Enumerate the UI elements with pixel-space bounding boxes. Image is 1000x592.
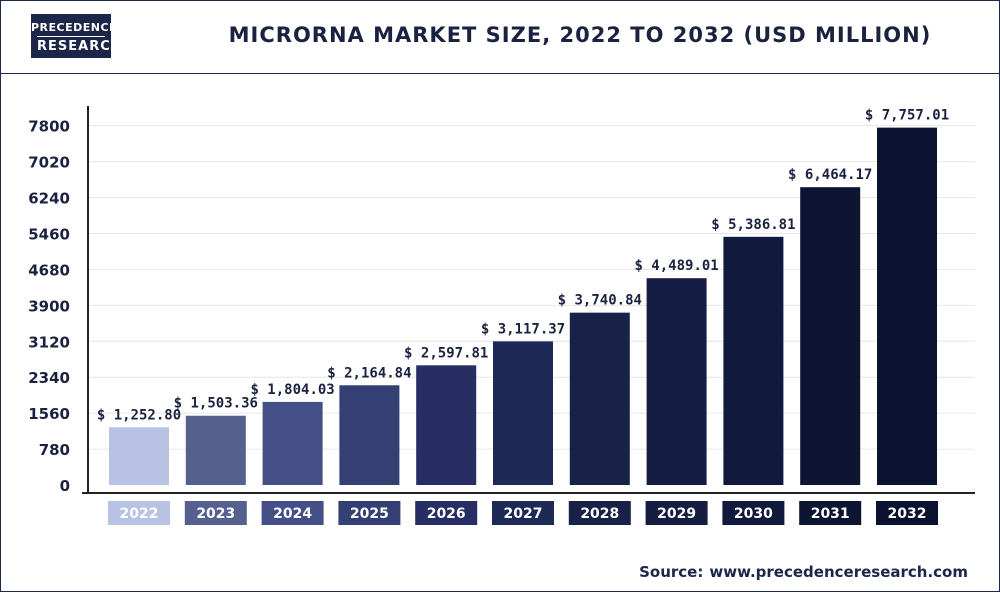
category-label-box [415, 501, 478, 525]
bar-value-label: $ 1,804.03 [250, 382, 334, 398]
x-tick-label: 2029 [657, 506, 696, 522]
bar [493, 341, 553, 485]
category-label-box [722, 501, 785, 525]
y-tick-label: 3120 [28, 333, 70, 351]
bar [569, 312, 630, 485]
y-tick-label: 2340 [28, 369, 70, 387]
x-tick-label: 2022 [120, 506, 159, 522]
y-tick-label: 3900 [28, 297, 70, 315]
bar [109, 427, 169, 485]
source-line: Source: www.precedenceresearch.com [633, 563, 968, 581]
category-label-box [568, 501, 631, 525]
bar-value-label: $ 1,503.36 [174, 396, 258, 412]
y-tick-label: 0 [60, 477, 70, 495]
bar-value-label: $ 3,117.37 [481, 321, 565, 337]
bar [416, 365, 477, 485]
bar [877, 127, 937, 485]
chart-header: PRECEDENCE RESEARCH MICRORNA MARKET SIZE… [1, 1, 999, 74]
bar [800, 187, 861, 485]
category-label-box [799, 501, 862, 525]
bar-value-label: $ 4,489.01 [634, 258, 718, 274]
bar [262, 401, 323, 485]
category-label-box [261, 501, 324, 525]
chart-title: MICRORNA MARKET SIZE, 2022 TO 2032 (USD … [228, 23, 932, 47]
category-label-box [108, 501, 170, 525]
category-label-box [184, 501, 247, 525]
x-tick-label: 2024 [273, 506, 312, 522]
y-tick-label: 1560 [28, 405, 70, 423]
x-tick-label: 2027 [504, 506, 543, 522]
x-tick-label: 2030 [734, 506, 773, 522]
bar [646, 278, 707, 485]
y-tick-label: 7800 [28, 118, 70, 136]
bar-value-label: $ 3,740.84 [558, 293, 642, 309]
y-tick-label: 780 [39, 441, 70, 459]
x-tick-label: 2031 [811, 506, 850, 522]
category-label-box [338, 501, 401, 525]
bar-value-label: $ 5,386.81 [711, 217, 795, 233]
y-tick-label: 5460 [28, 225, 70, 243]
x-tick-label: 2032 [888, 506, 927, 522]
bar [339, 385, 400, 485]
source-label: Source: [639, 563, 704, 581]
bar-value-label: $ 7,757.01 [865, 108, 949, 124]
bar-chart: 0 780 1560 2340 3120 3900 4680 5460 6240 7020 7800… [28, 106, 975, 525]
bar-value-label: $ 6,464.17 [788, 167, 872, 183]
x-tick-label: 2026 [427, 506, 466, 522]
x-tick-label: 2025 [350, 506, 389, 522]
brand-logo-line2: RESEARCH [37, 36, 122, 53]
x-tick-label: 2023 [196, 506, 235, 522]
y-tick-label: 7020 [28, 154, 70, 172]
category-label-box [876, 501, 938, 525]
x-tick-label: 2028 [580, 506, 619, 522]
y-tick-label: 6240 [28, 190, 70, 208]
brand-logo: PRECEDENCE RESEARCH [31, 14, 122, 58]
category-label-box [645, 501, 708, 525]
category-label-box [492, 501, 554, 525]
y-tick-label: 4680 [28, 261, 70, 279]
bar [185, 415, 246, 485]
bar-value-label: $ 2,597.81 [404, 345, 488, 361]
bar [723, 236, 784, 485]
bar-value-label: $ 2,164.84 [327, 365, 411, 381]
bar-value-label: $ 1,252.80 [97, 407, 181, 423]
brand-logo-line1: PRECEDENCE [31, 21, 118, 34]
source-link[interactable]: www.precedenceresearch.com [709, 563, 968, 581]
